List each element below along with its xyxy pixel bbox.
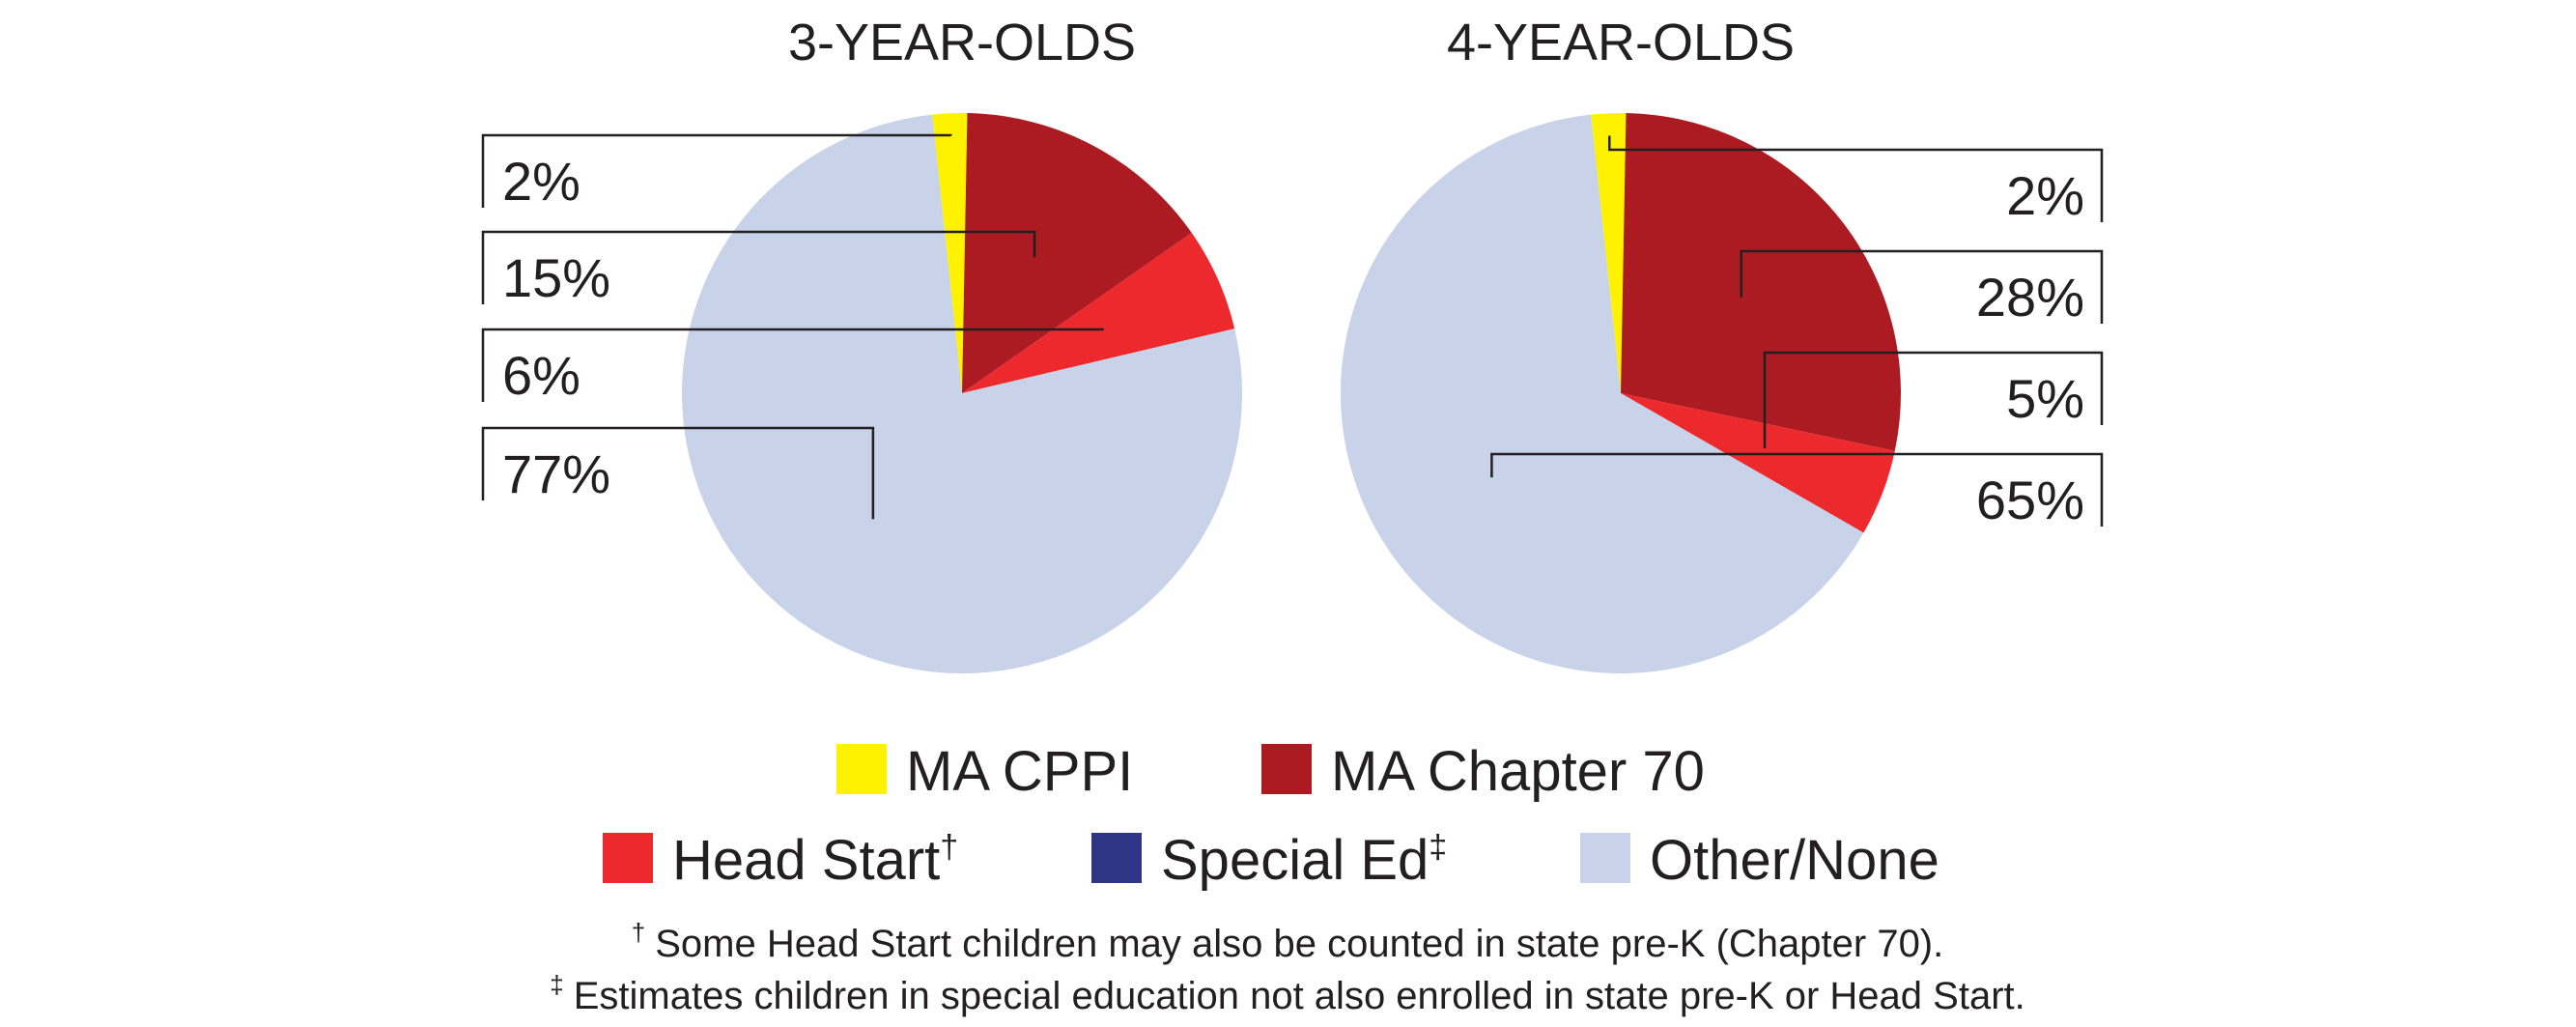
pie-slice-ma-cppi xyxy=(1591,113,1627,393)
pie-slice-ma-chapter-70 xyxy=(962,113,1192,394)
legend-footnote-mark: † xyxy=(940,829,958,866)
legend-item-special-ed: Special Ed‡ xyxy=(1091,829,1447,892)
legend-item-ma-cppi: MA CPPI xyxy=(836,740,1133,803)
legend-swatch xyxy=(1261,744,1312,794)
pie-slice-head-start xyxy=(1621,393,1895,533)
footnote-symbol: † xyxy=(632,918,645,947)
legend-footnote-mark: ‡ xyxy=(1429,829,1447,866)
legend-label: Head Start† xyxy=(672,829,958,892)
data-label-ma-cppi: 2% xyxy=(502,151,580,212)
pie-slice-ma-chapter-70 xyxy=(1621,113,1902,451)
legend-swatch xyxy=(603,833,653,883)
data-label-other-none: 77% xyxy=(502,443,610,504)
data-label-head-start: 5% xyxy=(2006,368,2084,429)
pie-title: 3-YEAR-OLDS xyxy=(788,14,1136,71)
footnote-text: Estimates children in special education … xyxy=(574,975,2025,1017)
legend-swatch xyxy=(1580,833,1630,883)
pie-slice-head-start xyxy=(962,232,1235,393)
footnote: † Some Head Start children may also be co… xyxy=(632,918,1944,965)
pie-slice-ma-cppi xyxy=(932,113,968,394)
leader-line xyxy=(481,426,875,520)
leader-line xyxy=(1608,135,2104,222)
data-label-ma-chapter-70: 15% xyxy=(502,247,610,308)
legend-label: MA Chapter 70 xyxy=(1331,740,1705,803)
data-label-other-none: 65% xyxy=(1976,470,2084,530)
legend-swatch xyxy=(1091,833,1142,883)
leader-line xyxy=(1490,452,2104,527)
legend: MA CPPI MA Chapter 70 Head Start† Special E… xyxy=(603,740,1939,892)
leader-line xyxy=(481,133,952,208)
footnote: ‡ Estimates children in special education… xyxy=(550,970,2025,1017)
pie-chart-2: 4-YEAR-OLDS 2% 28% 5% 65% xyxy=(1341,14,2104,673)
leader-line xyxy=(481,230,1036,304)
pie-title: 4-YEAR-OLDS xyxy=(1447,14,1795,71)
data-label-ma-chapter-70: 28% xyxy=(1976,267,2084,328)
legend-item-ma-chapter-70: MA Chapter 70 xyxy=(1261,740,1705,803)
legend-label: MA CPPI xyxy=(906,740,1133,803)
footnote-text: Some Head Start children may also be cou… xyxy=(655,923,1943,965)
pie-chart-1: 3-YEAR-OLDS 2% 15% 6% 77% xyxy=(481,14,1242,673)
pie-slice-other-none xyxy=(1341,114,1864,673)
leader-line xyxy=(1740,249,2104,324)
data-label-head-start: 6% xyxy=(502,345,580,406)
legend-item-other-none: Other/None xyxy=(1580,829,1939,892)
data-label-ma-cppi: 2% xyxy=(2006,165,2084,226)
legend-label: Other/None xyxy=(1650,829,1939,892)
footnote-symbol: ‡ xyxy=(550,970,563,999)
legend-label: Special Ed‡ xyxy=(1161,829,1447,892)
legend-item-head-start: Head Start† xyxy=(603,829,958,892)
pie-slice-other-none xyxy=(682,114,1242,673)
leader-line xyxy=(481,328,1104,402)
leader-line xyxy=(1763,351,2104,448)
footnotes: † Some Head Start children may also be co… xyxy=(550,918,2025,1017)
legend-swatch xyxy=(836,744,887,794)
